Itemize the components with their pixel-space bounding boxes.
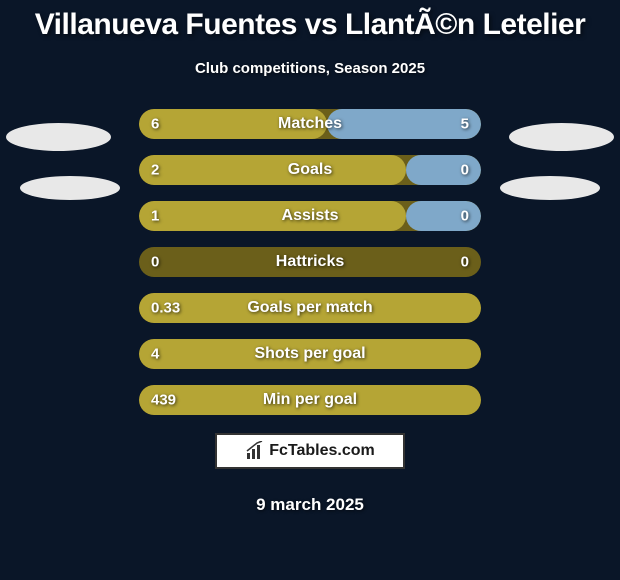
- stat-value-left: 2: [151, 162, 159, 179]
- stats-container: 6 Matches 5 2 Goals 0 1 Assists 0 0 Hattricks 0 0.33…: [0, 109, 620, 415]
- chart-icon: [245, 441, 265, 461]
- stat-bar-right: [327, 109, 481, 139]
- stat-label: Min per goal: [263, 391, 357, 409]
- stat-bar-left: [139, 201, 406, 231]
- stat-value-left: 1: [151, 208, 159, 225]
- stat-label: Hattricks: [276, 253, 344, 271]
- stat-bar-track: 1 Assists 0: [139, 201, 481, 231]
- stat-label: Goals: [288, 161, 332, 179]
- stat-row: 439 Min per goal: [0, 385, 620, 415]
- stat-bar-track: 2 Goals 0: [139, 155, 481, 185]
- stat-label: Assists: [282, 207, 339, 225]
- stat-value-right: 0: [461, 254, 469, 271]
- stat-value-left: 6: [151, 116, 159, 133]
- stat-row: 2 Goals 0: [0, 155, 620, 185]
- logo-text: FcTables.com: [269, 442, 375, 460]
- stat-bar-track: 439 Min per goal: [139, 385, 481, 415]
- stat-value-left: 4: [151, 346, 159, 363]
- stat-value-right: 5: [461, 116, 469, 133]
- stat-value-left: 0: [151, 254, 159, 271]
- stat-value-left: 0.33: [151, 300, 180, 317]
- stat-row: 0.33 Goals per match: [0, 293, 620, 323]
- stat-row: 6 Matches 5: [0, 109, 620, 139]
- stat-bar-right: [406, 155, 481, 185]
- stat-value-right: 0: [461, 162, 469, 179]
- stat-label: Shots per goal: [254, 345, 365, 363]
- stat-row: 1 Assists 0: [0, 201, 620, 231]
- fctables-logo: FcTables.com: [215, 433, 405, 469]
- stat-bar-left: [139, 155, 406, 185]
- stat-label: Goals per match: [247, 299, 372, 317]
- stat-row: 4 Shots per goal: [0, 339, 620, 369]
- stat-row: 0 Hattricks 0: [0, 247, 620, 277]
- stat-bar-track: 4 Shots per goal: [139, 339, 481, 369]
- stat-value-left: 439: [151, 392, 176, 409]
- stat-label: Matches: [278, 115, 342, 133]
- stat-bar-track: 6 Matches 5: [139, 109, 481, 139]
- comparison-title: Villanueva Fuentes vs LlantÃ©n Letelier: [0, 0, 620, 42]
- stat-bar-right: [406, 201, 481, 231]
- stat-bar-track: 0 Hattricks 0: [139, 247, 481, 277]
- comparison-date: 9 march 2025: [0, 495, 620, 515]
- stat-bar-track: 0.33 Goals per match: [139, 293, 481, 323]
- comparison-subtitle: Club competitions, Season 2025: [0, 60, 620, 77]
- stat-value-right: 0: [461, 208, 469, 225]
